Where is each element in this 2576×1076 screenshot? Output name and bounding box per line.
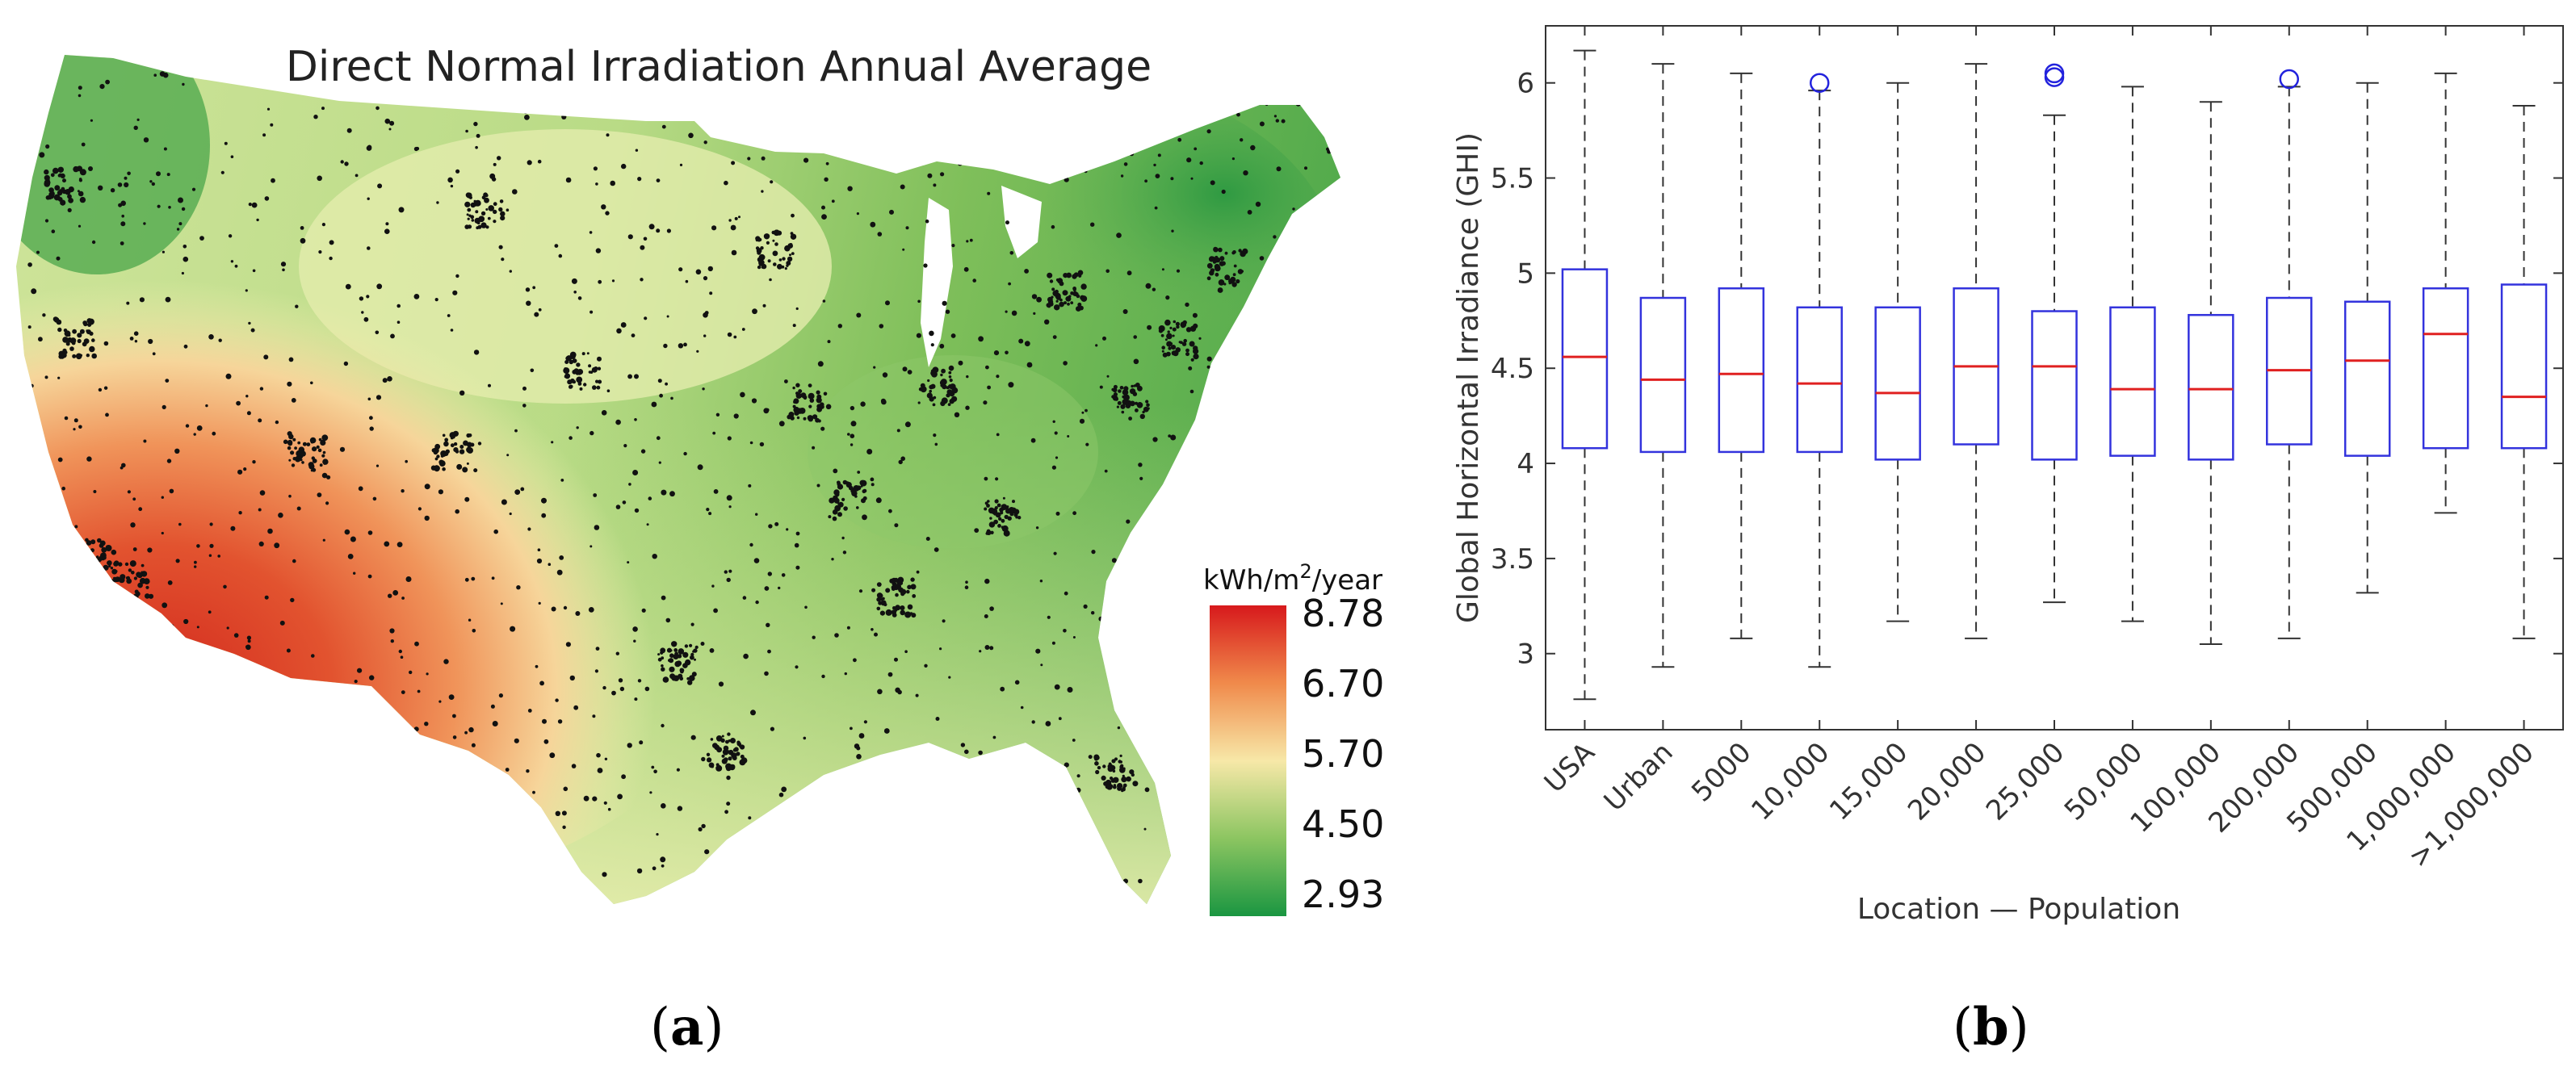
y-tick-label: 4.5 [1491, 353, 1534, 385]
box-iqr [1874, 306, 1921, 461]
outlier-point [1809, 73, 1830, 93]
legend-tick-label: 5.70 [1302, 732, 1384, 776]
legend-unit: kWh/m2/year [1203, 560, 1382, 597]
irradiation-map: Direct Normal Irradiation Annual Average… [16, 43, 1384, 916]
box-1,000,000 [2422, 72, 2469, 514]
box-100,000 [2188, 101, 2234, 645]
box-iqr [1639, 296, 1687, 454]
box-10,000 [1796, 73, 1843, 668]
x-tick-label: 10,000 [1745, 736, 1836, 827]
box-Urban [1639, 63, 1687, 668]
y-tick-label: 5.5 [1491, 163, 1534, 195]
outlier-point [2044, 63, 2065, 84]
outlier-point [2279, 69, 2300, 90]
box-iqr [1718, 287, 1765, 454]
x-tick-label: Urban [1598, 736, 1680, 818]
box-iqr [1796, 306, 1843, 454]
box-200,000 [2266, 69, 2313, 639]
legend-tick-label: 6.70 [1302, 662, 1384, 705]
box-iqr [2109, 306, 2156, 457]
x-tick-label: 5000 [1685, 736, 1757, 808]
box-50,000 [2109, 86, 2156, 622]
y-axis: 3 3.5 4 4.5 5 5.5 6 [1491, 68, 2563, 671]
us-map-shape [16, 55, 1340, 904]
box-iqr [2422, 287, 2469, 450]
map-title: Direct Normal Irradiation Annual Average [286, 43, 1152, 91]
y-tick-label: 5 [1517, 257, 1534, 290]
lake-huron [1001, 186, 1042, 258]
x-tick-label: 20,000 [1902, 736, 1992, 827]
legend-tick-label: 2.93 [1302, 873, 1384, 916]
box-iqr [2500, 283, 2548, 450]
lake-michigan [921, 198, 953, 367]
x-axis-label: Location — Population [1857, 893, 2180, 926]
map-panel: Direct Normal Irradiation Annual Average… [0, 0, 1405, 952]
box-iqr [1561, 268, 1609, 450]
legend-color-bar [1210, 605, 1286, 916]
y-tick-label: 4 [1517, 448, 1534, 480]
box-5000 [1718, 72, 1765, 639]
legend-tick-label: 4.50 [1302, 802, 1384, 846]
box-iqr [2343, 300, 2391, 457]
color-legend: kWh/m2/year 8.78 6.70 5.70 4.50 2.93 [1203, 560, 1384, 916]
y-tick-label: 3.5 [1491, 543, 1534, 576]
y-tick-label: 6 [1517, 68, 1534, 100]
box-20,000 [1953, 63, 1999, 639]
y-axis-label: Global Horizontal Irradiance (GHI) [1452, 132, 1485, 623]
box->1,000,000 [2500, 104, 2548, 639]
x-tick-label: 25,000 [1980, 736, 2070, 827]
legend-tick-label: 8.78 [1302, 592, 1384, 635]
boxes [1561, 49, 2548, 701]
box-500,000 [2343, 82, 2391, 594]
box-iqr [2188, 313, 2234, 461]
panel-label-a: (a) [650, 997, 724, 1057]
box-iqr [2031, 310, 2078, 461]
box-25,000 [2031, 63, 2078, 604]
y-tick-label: 3 [1517, 638, 1534, 671]
x-tick-label: 15,000 [1823, 736, 1914, 827]
x-tick-label: USA [1538, 736, 1601, 799]
box-USA [1561, 49, 1609, 701]
box-15,000 [1874, 82, 1921, 622]
panel-label-b: (b) [1953, 997, 2029, 1057]
